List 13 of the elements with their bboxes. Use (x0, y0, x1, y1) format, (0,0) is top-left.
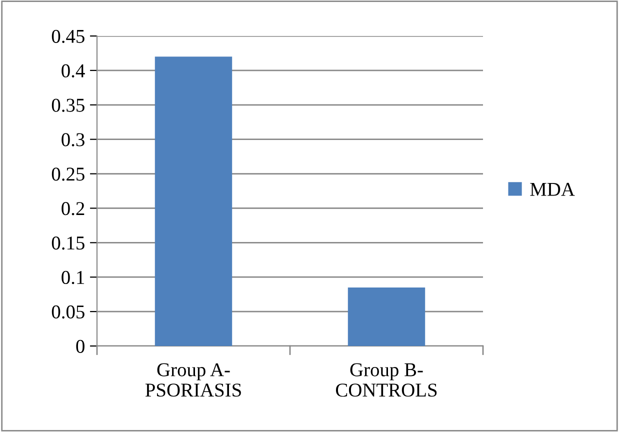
y-tick-label: 0.25 (52, 168, 84, 181)
legend-label: MDA (530, 182, 575, 196)
y-tick-label: 0.3 (62, 133, 84, 146)
y-tick-label: 0.4 (62, 64, 85, 78)
y-tick-label: 0.1 (62, 270, 84, 284)
y-tick-label: 0.2 (62, 202, 84, 216)
y-tick-label: 0.45 (52, 30, 84, 44)
y-tick-label: 0 (76, 340, 84, 353)
y-tick-label: 0.05 (52, 305, 84, 319)
y-tick-label: 0.35 (52, 98, 84, 112)
y-tick-label: 0.15 (52, 236, 84, 250)
x-tick-label: Group B- CONTROLS (336, 363, 437, 397)
x-tick-label: Group A- PSORIASIS (145, 363, 241, 397)
